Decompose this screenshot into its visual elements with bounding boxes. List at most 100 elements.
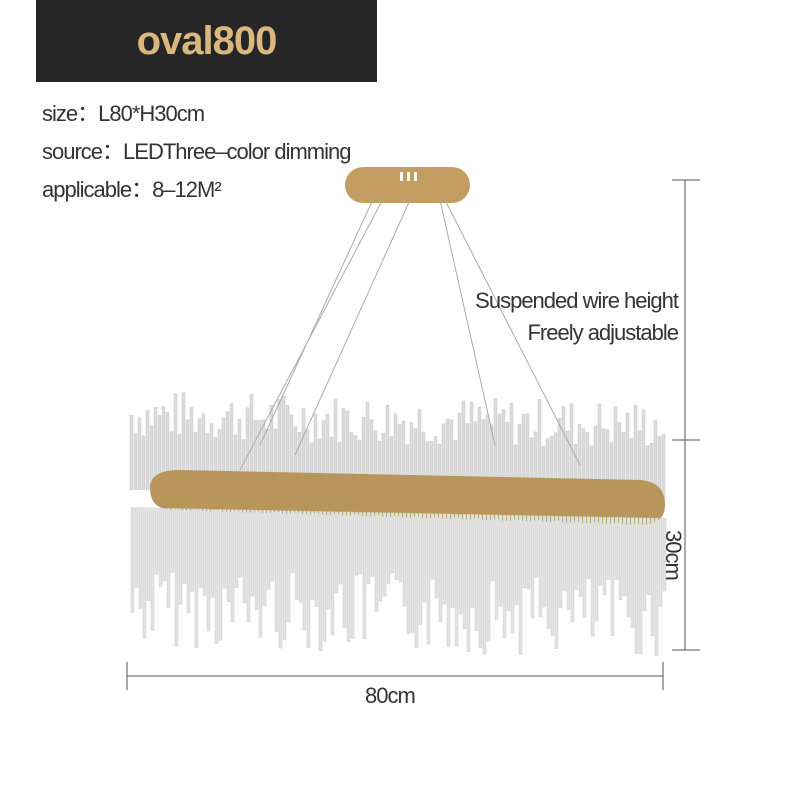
model-title: oval800	[136, 18, 278, 63]
crystal-rod	[554, 515, 559, 649]
crystal-rod	[246, 509, 251, 622]
crystal-rod	[242, 509, 247, 604]
crystal-rod	[366, 512, 371, 585]
crystal-rod	[518, 515, 523, 655]
crystal-rod	[442, 513, 447, 605]
crystal-rod	[634, 517, 639, 654]
crystal-rod	[578, 516, 583, 597]
crystal-rod	[134, 507, 139, 588]
crystal-rod	[598, 516, 603, 586]
crystal-rod	[642, 517, 647, 612]
crystal-rod	[638, 517, 643, 654]
crystal-rod	[386, 512, 391, 584]
crystal-rod	[270, 510, 275, 582]
ceiling-canopy	[345, 167, 470, 203]
crystal-rod	[354, 511, 359, 576]
crystal-rod	[162, 508, 167, 582]
wire-note-line1: Suspended wire height	[475, 288, 679, 313]
crystal-rod	[402, 512, 407, 607]
crystal-rod	[146, 507, 151, 601]
crystal-rod	[654, 517, 659, 656]
crystal-rod	[226, 509, 231, 602]
crystal-rod	[394, 512, 399, 580]
crystal-rod	[658, 517, 663, 607]
crystal-rod	[506, 514, 511, 611]
crystal-rod	[630, 517, 635, 629]
crystal-rod	[438, 513, 443, 622]
crystal-rod	[298, 510, 303, 603]
crystal-rod	[390, 512, 395, 574]
crystal-rod	[662, 518, 667, 592]
crystal-rod	[406, 512, 411, 634]
crystal-rod	[198, 508, 203, 588]
crystal-rod	[218, 509, 223, 641]
crystal-rod	[562, 516, 567, 591]
crystal-rod	[606, 516, 611, 580]
crystal-rod	[422, 513, 427, 603]
crystal-rod	[286, 510, 291, 623]
crystal-rod	[194, 508, 199, 648]
crystal-rod	[294, 510, 299, 600]
crystal-rod	[274, 510, 279, 633]
crystal-rod	[238, 509, 243, 578]
crystal-rod	[414, 513, 419, 648]
crystal-rod	[170, 508, 175, 573]
crystal-rod	[206, 508, 211, 632]
crystal-rod	[154, 507, 159, 575]
crystal-rod	[514, 515, 519, 606]
crystal-rod	[370, 512, 375, 577]
crystal-rod	[318, 511, 323, 651]
crystal-rod	[618, 517, 623, 600]
crystal-rod	[133, 433, 138, 490]
crystal-rod	[202, 508, 207, 596]
crystal-rod	[334, 511, 339, 594]
spec-source: source：LEDThree–color dimming	[42, 139, 351, 164]
suspension-wires	[239, 194, 581, 471]
crystal-rod	[290, 510, 295, 573]
crystal-rod	[278, 510, 283, 649]
crystal-rod	[602, 516, 607, 596]
crystal-rod	[650, 517, 655, 637]
crystal-rod	[166, 508, 171, 608]
crystal-rod	[302, 510, 307, 631]
gold-oval-frame	[150, 470, 665, 525]
crystal-rod	[137, 417, 142, 490]
crystal-rod	[466, 514, 471, 652]
dimension-lines	[126, 179, 700, 690]
crystal-rod	[558, 515, 563, 608]
crystal-rod	[210, 509, 215, 598]
crystal-rod	[346, 511, 351, 642]
crystal-rod	[474, 514, 479, 631]
crystal-rod	[566, 516, 571, 610]
wire-note-line2: Freely adjustable	[527, 320, 679, 345]
crystal-rod	[150, 507, 155, 631]
crystal-rod	[129, 414, 134, 490]
crystal-rod	[306, 510, 311, 648]
crystal-rod	[234, 509, 239, 588]
crystal-rod	[262, 510, 267, 606]
crystal-rod	[142, 507, 147, 639]
crystal-rod	[478, 514, 483, 648]
crystal-rod	[338, 511, 343, 585]
crystal-rod	[614, 517, 619, 580]
crystal-rod	[410, 513, 415, 633]
crystal-rod	[542, 515, 547, 608]
crystal-rod	[538, 515, 543, 618]
crystal-rod	[362, 512, 367, 639]
canopy-vents	[400, 172, 417, 181]
crystal-rod	[582, 516, 587, 618]
crystal-rod	[522, 515, 527, 588]
crystal-rod	[430, 513, 435, 580]
crystal-rod	[230, 509, 235, 623]
crystal-rod	[330, 511, 335, 636]
crystal-rod	[418, 513, 423, 625]
crystal-rod	[454, 513, 459, 647]
crystal-rod	[182, 508, 187, 584]
crystal-rod	[610, 517, 615, 636]
crystal-rod	[586, 516, 591, 580]
crystal-rod	[426, 513, 431, 645]
crystal-rod	[510, 515, 515, 634]
crystal-rod	[502, 514, 507, 638]
crystal-rod	[530, 515, 535, 619]
